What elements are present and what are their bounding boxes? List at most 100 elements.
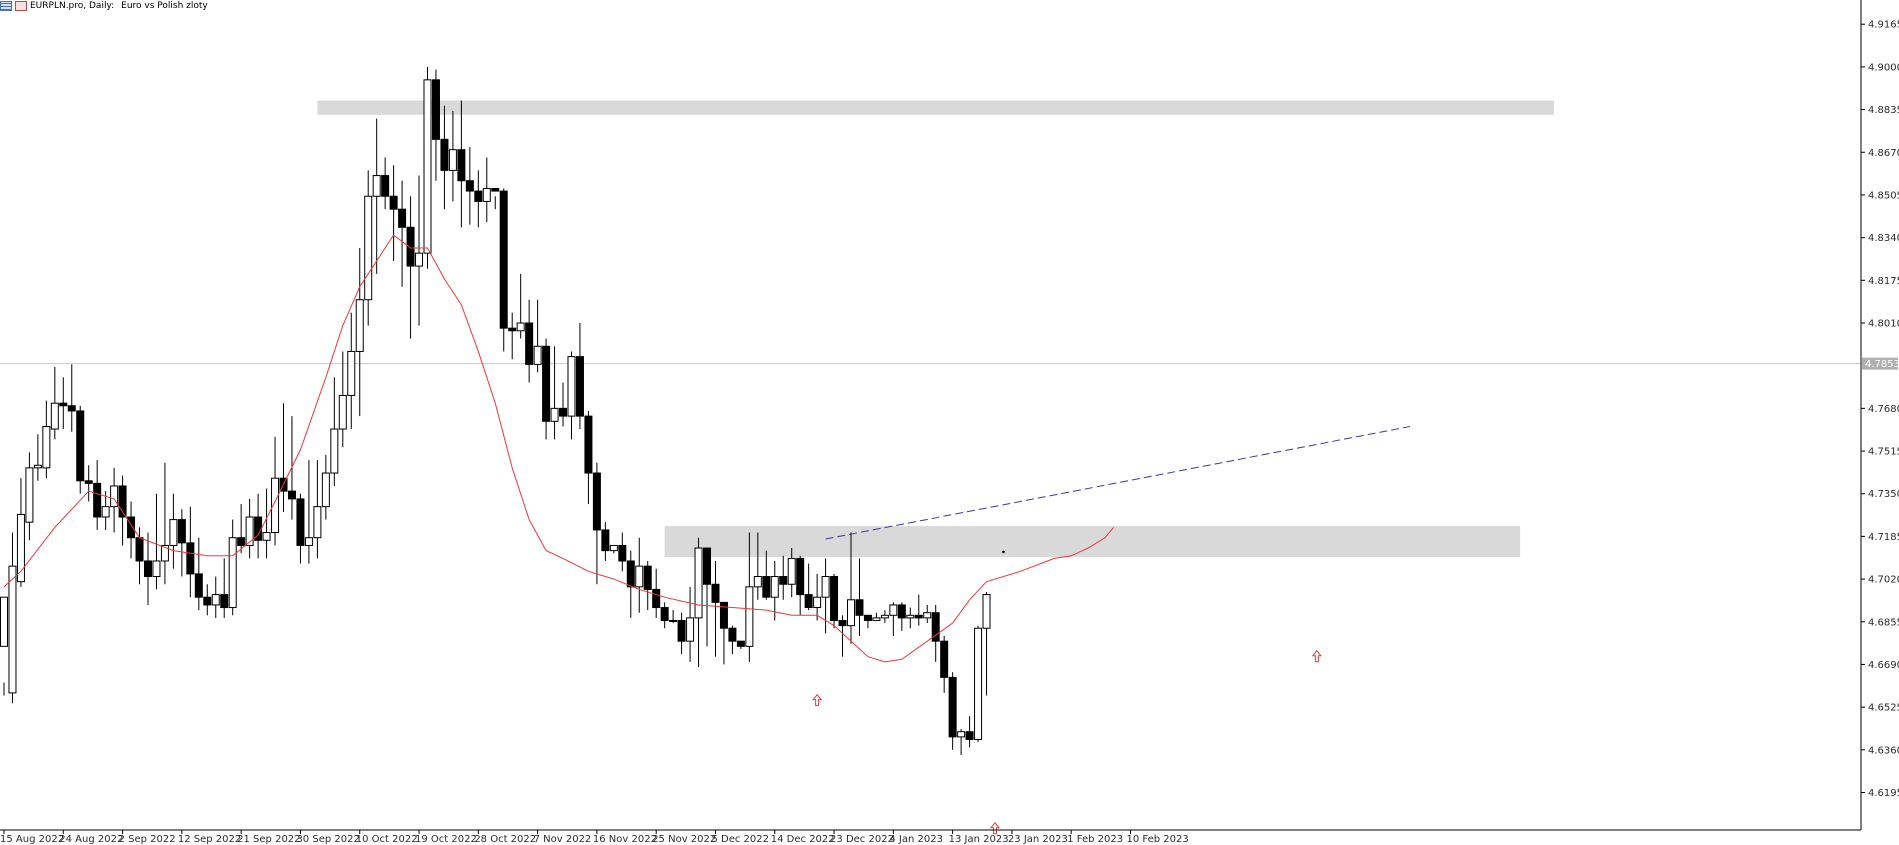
candle-body-bear xyxy=(93,482,102,518)
y-tick-label: 4.6855 xyxy=(1868,617,1899,628)
candle-body-bear xyxy=(118,485,127,518)
candle-body-bull xyxy=(872,617,881,621)
candle xyxy=(813,573,822,621)
candle-body-bear xyxy=(474,190,483,202)
candle-body-bull xyxy=(880,614,889,619)
x-tick-label: 7 Nov 2022 xyxy=(534,834,592,845)
candle-body-bear xyxy=(592,472,601,531)
zone-1 xyxy=(317,100,1555,115)
candle xyxy=(406,196,415,339)
y-tick-label: 4.6360 xyxy=(1868,745,1899,756)
candle xyxy=(965,716,974,748)
candle xyxy=(389,165,398,261)
candle xyxy=(440,105,449,210)
candle xyxy=(135,527,144,585)
candle-body-bear xyxy=(143,560,152,577)
y-tick-label: 4.6195 xyxy=(1868,788,1899,799)
candle xyxy=(93,460,102,530)
y-tick-label: 4.7020 xyxy=(1868,575,1899,586)
candle xyxy=(609,544,618,554)
candle-body-bear xyxy=(59,402,68,407)
candle xyxy=(897,602,906,631)
candle-body-bull xyxy=(228,537,237,609)
candle xyxy=(660,602,669,629)
candle-body-bear xyxy=(940,640,949,678)
candle-body-bull xyxy=(567,356,576,417)
candle xyxy=(143,532,152,605)
candle-body-bear xyxy=(381,175,390,197)
candle-body-bear xyxy=(914,614,923,619)
candle-body-bear xyxy=(762,575,771,598)
chart-properties-icon[interactable] xyxy=(15,1,27,11)
candle-body-bull xyxy=(330,428,339,474)
x-tick-label: 25 Nov 2022 xyxy=(652,834,716,845)
candle-body-bull xyxy=(33,464,42,469)
candle-body-bull xyxy=(245,516,254,546)
dot-marker xyxy=(1002,550,1005,554)
candle xyxy=(982,592,991,696)
candle xyxy=(194,537,203,611)
candle-body-bull xyxy=(694,547,703,619)
candle-body-bear xyxy=(499,190,508,329)
x-tick-label: 1 Feb 2023 xyxy=(1067,834,1123,845)
candle xyxy=(338,351,347,448)
zone-2 xyxy=(664,526,1521,558)
candle-body-bear xyxy=(643,565,652,590)
candle-body-bull xyxy=(110,485,119,508)
candle-body-bear xyxy=(457,149,466,182)
candle-body-bear xyxy=(76,410,85,482)
candle-body-bull xyxy=(813,596,822,609)
candle-body-bull xyxy=(16,513,25,583)
current-price-tag-bg xyxy=(1862,357,1898,370)
candle xyxy=(33,434,42,481)
candle xyxy=(372,118,381,274)
candle-body-bull xyxy=(347,350,356,396)
x-tick-label: 24 Aug 2022 xyxy=(59,834,123,845)
candle xyxy=(355,247,364,417)
candle xyxy=(169,493,178,569)
candle xyxy=(601,522,610,561)
candle-body-bull xyxy=(753,575,762,588)
candle xyxy=(736,640,745,649)
supply-demand-zones xyxy=(317,100,1555,558)
candle-body-bull xyxy=(745,586,754,647)
candle xyxy=(160,462,169,585)
candle-body-bear xyxy=(559,407,568,417)
candle-body-bear xyxy=(601,529,610,552)
candle xyxy=(101,491,110,530)
candle xyxy=(152,493,161,590)
candle xyxy=(330,377,339,486)
candles xyxy=(0,66,991,755)
candle xyxy=(626,550,635,618)
x-tick-label: 16 Nov 2022 xyxy=(593,834,657,845)
candle-body-bear xyxy=(177,519,186,544)
y-tick-label: 4.7185 xyxy=(1868,532,1899,543)
y-tick-label: 4.6525 xyxy=(1868,703,1899,714)
candle-body-bull xyxy=(304,537,313,546)
candle xyxy=(779,555,788,600)
candle xyxy=(974,625,983,743)
candle-body-bull xyxy=(982,594,991,629)
y-tick-label: 4.9165 xyxy=(1868,20,1899,31)
x-tick-label: 23 Jan 2023 xyxy=(1008,834,1068,845)
candle-body-bear xyxy=(711,583,720,603)
grid-icon[interactable] xyxy=(0,1,12,11)
candle-body-bull xyxy=(338,394,347,430)
candle-body-bear xyxy=(728,627,737,642)
candle-body-bear xyxy=(660,607,669,621)
candle-body-bear xyxy=(796,557,805,596)
y-tick-label: 4.7680 xyxy=(1868,404,1899,415)
candle-body-bull xyxy=(448,149,457,171)
candle-body-bear xyxy=(431,79,440,140)
candle-body-bear xyxy=(703,547,712,585)
candle-body-bull xyxy=(923,612,932,619)
candle-body-bull xyxy=(847,599,855,627)
candle xyxy=(753,532,762,600)
x-tick-label: 13 Jan 2023 xyxy=(949,834,1009,845)
candle xyxy=(465,147,474,225)
candle-body-bear xyxy=(203,596,212,606)
candle xyxy=(931,604,940,662)
trendline[interactable] xyxy=(825,425,1411,540)
candle xyxy=(914,594,923,626)
